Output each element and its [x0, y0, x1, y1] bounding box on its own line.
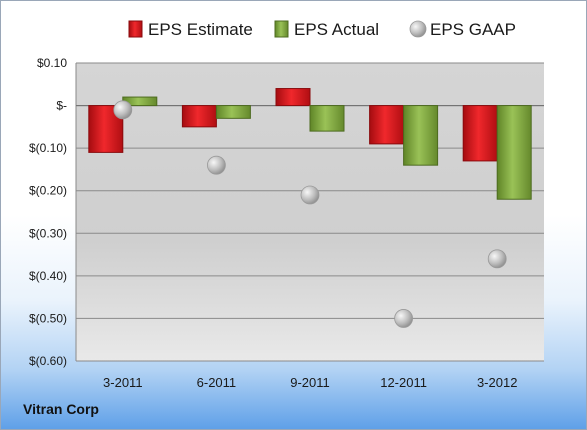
x-category-label: 3-2011 [103, 375, 143, 390]
company-name: Vitran Corp [23, 401, 99, 417]
eps-estimate-bar [181, 105, 217, 128]
y-tick-label: $(0.20) [29, 184, 67, 198]
eps-actual-bar [215, 105, 251, 119]
legend-label: EPS GAAP [430, 20, 516, 39]
x-category-label: 3-2012 [477, 375, 517, 390]
eps-gaap-point [394, 309, 414, 328]
y-tick-label: $(0.10) [29, 141, 67, 155]
eps-gaap-point [300, 185, 320, 205]
eps-gaap-legend-marker [409, 20, 427, 38]
y-tick-label: $- [56, 99, 67, 113]
eps-gaap-point [487, 249, 507, 269]
x-category-label: 12-2011 [380, 375, 427, 390]
y-tick-label: $0.10 [37, 56, 67, 70]
eps-actual-bar [496, 105, 532, 200]
y-tick-label: $(0.30) [29, 226, 67, 240]
x-category-label: 9-2011 [290, 375, 330, 390]
eps-estimate-bar [275, 88, 311, 107]
y-axis-ticks: $0.10 $- $(0.10) $(0.20) $(0.30) $(0.40) $(0.5… [29, 56, 67, 368]
eps-gaap-point [113, 100, 133, 120]
legend-label: EPS Actual [294, 20, 379, 39]
eps-estimate-legend-marker [128, 20, 143, 38]
legend: EPS Estimate EPS Actual EPS GAAP [128, 20, 516, 39]
eps-actual-bar [309, 105, 345, 132]
y-tick-label: $(0.40) [29, 269, 67, 283]
eps-actual-legend-marker [274, 20, 289, 38]
x-category-label: 6-2011 [197, 375, 237, 390]
bars [88, 88, 532, 200]
legend-label: EPS Estimate [148, 20, 253, 39]
x-axis-categories: 3-2011 6-2011 9-2011 12-2011 3-2012 [103, 375, 517, 390]
eps-gaap-point [206, 155, 226, 175]
y-tick-label: $(0.60) [29, 354, 67, 368]
eps-estimate-bar [462, 105, 498, 162]
gaap-points [113, 100, 507, 328]
eps-estimate-bar [369, 105, 405, 145]
y-tick-label: $(0.50) [29, 311, 67, 325]
eps-actual-bar [403, 105, 439, 166]
